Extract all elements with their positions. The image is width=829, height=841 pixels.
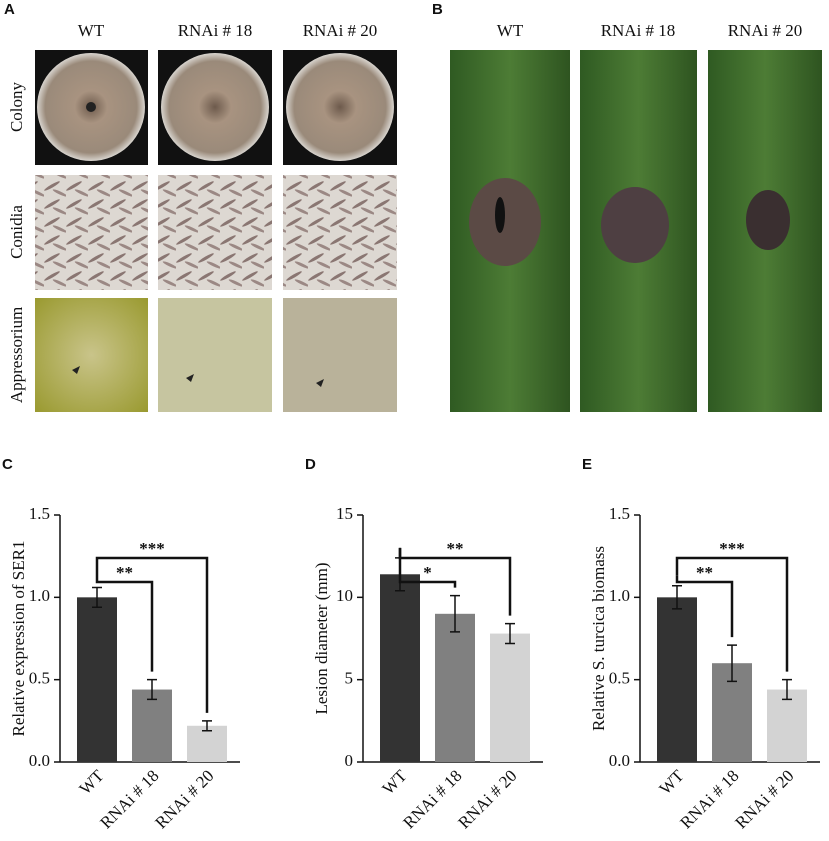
bar: [187, 725, 227, 762]
y-axis-label: Relative expression of SER1: [9, 541, 28, 737]
column-header: WT: [497, 21, 524, 40]
bar: [77, 597, 117, 762]
bar: [767, 689, 807, 762]
y-axis-label: Lesion diameter (mm): [312, 562, 331, 714]
column-header: RNAi # 18: [601, 21, 676, 40]
panel-label: B: [432, 1, 443, 18]
bar: [380, 574, 420, 762]
error-bar: [450, 594, 460, 633]
x-tick-label: RNAi # 20: [454, 766, 520, 832]
bar: [435, 613, 475, 762]
column-header: RNAi # 18: [178, 21, 253, 40]
x-tick-label: RNAi # 18: [676, 766, 742, 832]
y-tick-label: 1.5: [609, 504, 630, 523]
significance-label: **: [116, 563, 133, 582]
panel-label: A: [4, 1, 15, 18]
y-axis-label: Relative S. turcica biomass: [589, 546, 608, 731]
panel-a-photos: [35, 50, 397, 412]
x-tick-label: RNAi # 20: [731, 766, 797, 832]
significance-bracket: [675, 556, 789, 672]
bar: [132, 689, 172, 762]
error-bar: [92, 586, 102, 608]
error-bar: [505, 622, 515, 645]
error-bar: [202, 720, 212, 732]
panel-b-photos: [450, 50, 822, 412]
x-tick-label: WT: [378, 766, 411, 799]
panel-label: E: [582, 456, 592, 473]
y-tick-label: 1.5: [29, 504, 50, 523]
y-tick-label: 0.0: [609, 751, 630, 770]
column-header: WT: [78, 21, 105, 40]
panel-label: C: [2, 456, 13, 473]
y-tick-label: 0.0: [29, 751, 50, 770]
error-bar: [782, 678, 792, 701]
significance-label: **: [696, 563, 713, 582]
panel-label: D: [305, 456, 316, 473]
x-tick-label: WT: [655, 766, 688, 799]
x-tick-label: RNAi # 18: [96, 766, 162, 832]
column-header: RNAi # 20: [303, 21, 378, 40]
significance-bracket: [398, 547, 512, 616]
y-tick-label: 0: [345, 751, 354, 770]
column-header: RNAi # 20: [728, 21, 803, 40]
significance-label: ***: [719, 539, 745, 558]
significance-bracket: [398, 547, 457, 588]
y-tick-label: 0.5: [609, 669, 630, 688]
bar: [490, 633, 530, 762]
significance-bracket: [95, 556, 209, 713]
significance-label: **: [447, 539, 464, 558]
y-tick-label: 15: [336, 504, 353, 523]
error-bar: [147, 678, 157, 701]
x-tick-label: WT: [75, 766, 108, 799]
bar: [657, 597, 697, 762]
row-header: Conidia: [7, 205, 26, 259]
y-tick-label: 1.0: [609, 586, 630, 605]
significance-label: ***: [139, 539, 165, 558]
significance-label: *: [423, 563, 432, 582]
y-tick-label: 5: [345, 669, 354, 688]
y-tick-label: 10: [336, 586, 353, 605]
y-tick-label: 0.5: [29, 669, 50, 688]
error-bar: [672, 585, 682, 610]
x-tick-label: RNAi # 18: [399, 766, 465, 832]
error-bar: [727, 644, 737, 683]
x-tick-label: RNAi # 20: [151, 766, 217, 832]
y-tick-label: 1.0: [29, 586, 50, 605]
row-header: Appressorium: [7, 307, 26, 403]
row-header: Colony: [7, 81, 26, 132]
significance-bracket: [675, 575, 734, 638]
significance-bracket: [95, 577, 154, 672]
